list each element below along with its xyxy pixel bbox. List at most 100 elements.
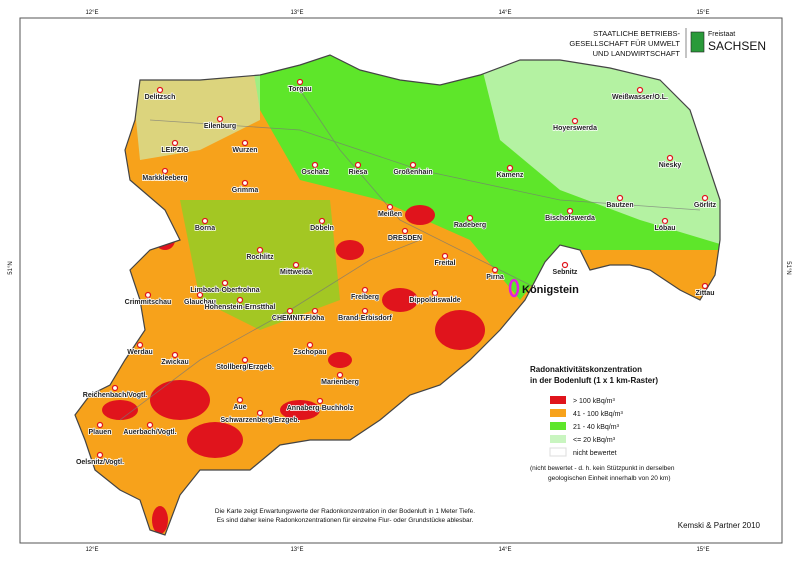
city-marker — [701, 194, 709, 202]
agency-line: GESELLSCHAFT FÜR UMWELT — [569, 39, 680, 48]
city-label: Niesky — [659, 162, 682, 169]
city-label: Reichenbach/Vogtl. — [83, 392, 147, 399]
city-marker — [236, 296, 244, 304]
agency-line: UND LANDWIRTSCHAFT — [593, 49, 681, 58]
city-label: Stollberg/Erzgeb. — [216, 364, 274, 371]
city-marker — [96, 421, 104, 429]
legend-label: 21 - 40 kBq/m³ — [573, 424, 620, 431]
city-label: Borna — [195, 225, 215, 232]
cities: Delitzsch Torgau Weißwasser/O.L. Hoyerswerd… — [75, 78, 717, 467]
city-marker — [661, 217, 669, 225]
city-marker — [146, 421, 154, 429]
city-label: Oelsnitz/Vogtl. — [76, 459, 124, 466]
legend-label: > 100 kBq/m³ — [573, 398, 615, 405]
city-label: Großenhain — [393, 169, 432, 176]
city-marker — [616, 194, 624, 202]
city-marker — [136, 341, 144, 349]
city-marker — [236, 396, 244, 404]
city-label: Radeberg — [454, 222, 486, 229]
legend-swatch — [550, 396, 566, 404]
legend-swatch — [549, 447, 567, 457]
latitude-label: 51°N — [8, 261, 14, 274]
city-marker — [401, 227, 409, 235]
legend-title: Radonaktivitätskonzentration — [530, 365, 642, 374]
city-label: Markkleeberg — [142, 175, 187, 182]
city-marker — [701, 282, 709, 290]
city-marker — [306, 341, 314, 349]
legend-label: nicht bewertet — [573, 450, 617, 457]
state-name: SACHSEN — [708, 39, 766, 53]
city-marker — [466, 214, 474, 222]
city-label: Rochlitz — [246, 254, 274, 261]
city-marker — [431, 289, 439, 297]
city-label: Zittau — [695, 290, 714, 297]
city-marker — [361, 286, 369, 294]
city-marker — [566, 207, 574, 215]
longitude-label: 15°E — [696, 10, 709, 16]
city-marker — [241, 179, 249, 187]
city-marker — [201, 217, 209, 225]
city-label: Auerbach/Vogtl. — [123, 429, 176, 436]
city-label: Freiberg — [351, 294, 379, 301]
city-marker — [491, 266, 499, 274]
city-label: Plauen — [89, 429, 112, 436]
footnote: Es sind daher keine Radonkonzentrationen… — [217, 517, 474, 524]
city-marker — [336, 371, 344, 379]
city-marker — [441, 252, 449, 260]
city-marker — [256, 246, 264, 254]
city-marker — [316, 397, 324, 405]
city-label: DRESDEN — [388, 235, 422, 242]
city-marker — [241, 139, 249, 147]
city-label: Bautzen — [606, 202, 633, 209]
map-frame — [19, 17, 783, 544]
city-label: Riesa — [349, 169, 368, 176]
city-label: Löbau — [655, 225, 676, 232]
city-label: Crimmitschau — [125, 299, 172, 306]
city-label: Hohenstein-Ernstthal — [205, 304, 276, 311]
city-label: Torgau — [288, 86, 311, 93]
longitude-label: 14°E — [498, 10, 511, 16]
city-marker — [561, 261, 569, 269]
city-label: Sebnitz — [553, 269, 578, 276]
city-label: Pirna — [486, 274, 504, 281]
city-marker — [666, 154, 674, 162]
legend-swatch — [550, 435, 566, 443]
city-label: Annaberg-Buchholz — [287, 405, 354, 412]
city-label: CHEMNITZ — [272, 315, 309, 322]
city-label: Aue — [233, 404, 246, 411]
city-label: Görlitz — [694, 202, 717, 209]
city-marker — [571, 117, 579, 125]
city-label: Zschopau — [293, 349, 326, 356]
city-label: Eilenburg — [204, 123, 236, 130]
city-marker — [354, 161, 362, 169]
city-marker — [156, 86, 164, 94]
city-label: Döbeln — [310, 225, 334, 232]
city-marker — [161, 167, 169, 175]
legend-note: geologischen Einheit innerhalb von 20 km… — [548, 475, 671, 482]
state-border — [74, 54, 721, 536]
city-marker — [636, 86, 644, 94]
city-marker — [296, 78, 304, 86]
city-marker — [256, 409, 264, 417]
legend-note: (nicht bewertet - d. h. kein Stützpunkt … — [530, 465, 675, 472]
city-marker — [361, 307, 369, 315]
city-label: Limbach-Oberfrohna — [190, 287, 259, 294]
city-marker — [241, 356, 249, 364]
city-label: Brand-Erbisdorf — [338, 315, 392, 322]
state-prefix: Freistaat — [708, 31, 735, 38]
city-marker — [221, 279, 229, 287]
longitude-label: 14°E — [498, 547, 511, 553]
city-marker — [409, 161, 417, 169]
city-label: Grimma — [232, 187, 259, 194]
city-label: Meißen — [378, 211, 402, 218]
city-marker — [216, 115, 224, 123]
legend-label: 41 - 100 kBq/m³ — [573, 411, 623, 418]
city-label: Kamenz — [497, 172, 524, 179]
city-label: Weißwasser/O.L. — [612, 94, 668, 101]
city-marker — [311, 161, 319, 169]
longitude-label: 13°E — [290, 10, 303, 16]
city-label: Hoyerswerda — [553, 125, 597, 132]
legend-swatch — [550, 409, 566, 417]
logo: STAATLICHE BETRIEBS- GESELLSCHAFT FÜR UM… — [569, 28, 766, 58]
